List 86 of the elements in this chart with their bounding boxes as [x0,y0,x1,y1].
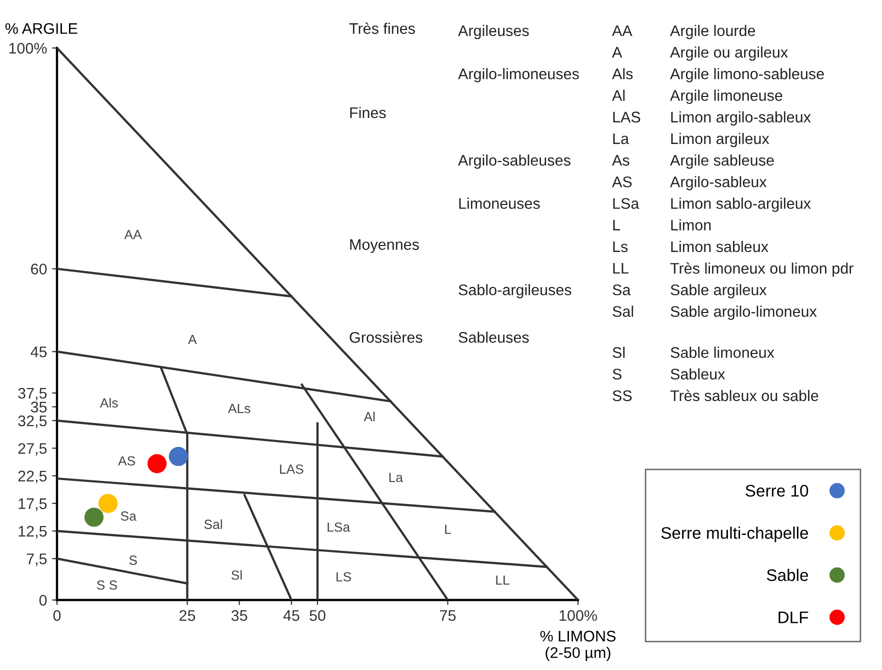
y-tick-label: 12,5 [18,526,47,538]
annotation: Sablo-argileuses [458,284,572,298]
annotation: LSa [328,522,350,532]
text: La [613,133,629,144]
annotation: Argilo-sableuses [458,154,570,169]
annotation: AS [118,456,136,466]
annotation: Limoneuses [459,198,540,209]
annotation: A [188,334,197,344]
text: Sable limoneux [670,346,774,358]
y-tick-label: 0 [39,594,47,606]
annotation: Grossières [350,331,422,343]
text: Argile lourde [670,24,756,40]
x-tick-label: 50 [310,610,326,621]
annotation: Moyennes [350,239,419,253]
y-tick-label: 17,5 [18,498,47,511]
text: LAS [613,112,640,122]
annotation: Argilo-limoneuses [458,68,579,82]
text: Argilo-sableux [670,176,767,190]
text: Argileuses [458,24,529,40]
y-axis-title: % ARGILE [5,23,78,34]
x-tick-label: 75 [440,610,456,621]
text: As [612,155,630,166]
text: Argile ou argileux [670,46,788,61]
annotation: LL [496,576,510,585]
text: Sl [612,346,625,358]
text: A [612,47,622,58]
x-tick-label: 100% [560,610,597,621]
text: Argile limono-sableuse [670,68,824,82]
text: Al [612,90,625,101]
annotation: La [389,472,403,482]
text: Limon argileux [671,132,770,148]
text: Limon [671,219,711,230]
y-tick-label: 32,5 [18,415,47,428]
annotation: LAS [280,464,304,474]
y-tick-label: 37,5 [18,388,47,400]
annotation: S S [96,580,118,590]
legend-label: Serre 10 [746,484,808,497]
annotation: Sa [120,511,136,521]
text: Argile sableuse [670,154,774,169]
text: AS [612,176,632,188]
legend-label: Serre multi-chapelle [661,526,808,542]
x-tick-label: 25 [180,610,196,621]
y-tick-label: 60 [31,264,47,274]
annotation: Al [364,412,375,422]
text: Ls [613,241,628,252]
annotation: S [129,556,137,565]
text: L [613,220,620,230]
y-tick-label: 22,5 [18,470,47,484]
annotation: AA [124,230,142,240]
x-axis-title: % LIMONS (2-50 µm) [540,630,616,662]
text: Argile limoneuse [670,90,782,104]
annotation: Sl [231,570,242,580]
text: Limon sablo-argileux [671,198,811,212]
annotation: ALs [228,404,250,414]
legend-label: Sable [766,568,808,582]
annotation: Fines [350,106,386,118]
text: Sable argilo-limoneux [670,306,817,320]
text: S [612,368,622,380]
y-tick-label: 7,5 [26,554,47,566]
y-tick-label: 45 [30,346,47,358]
x-tick-label: 0 [53,610,61,621]
text: Limon argilo-sableux [671,111,811,126]
annotation: Als [100,398,118,408]
text: Sable argileux [670,284,767,298]
x-tick-label: 35 [231,610,248,621]
annotation: L [445,524,451,534]
legend-label: DLF [778,612,808,624]
y-tick-label: 100% [9,42,47,54]
text: Sal [612,306,634,317]
annotation: LS [336,572,352,582]
text: Sa [612,284,631,296]
annotation: Sableuses [458,332,529,343]
x-tick-label: 45 [283,610,300,621]
y-tick-label: 27,5 [18,443,47,456]
text: SS [612,390,632,402]
text: LSa [613,198,640,209]
y-tick-label: 35 [30,402,47,412]
text: LL [613,263,628,274]
text: Sableux [670,368,726,380]
text: Très sableux ou sable [670,390,818,402]
text: Als [612,68,633,80]
text: Très fines [349,22,415,34]
text: AA [612,25,632,36]
text: Limon sableux [671,240,768,252]
text: Très limoneux ou limon pdr [670,262,854,277]
annotation: Sal [204,519,222,530]
